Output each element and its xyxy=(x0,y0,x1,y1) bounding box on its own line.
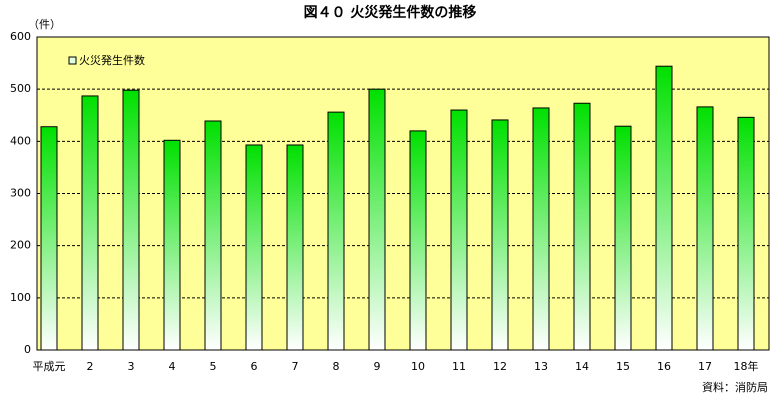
y-tick-label: 400 xyxy=(10,134,31,147)
x-tick-label: 16 xyxy=(657,360,671,373)
bar xyxy=(204,120,222,351)
x-tick-label: 4 xyxy=(169,360,176,373)
bar xyxy=(122,89,140,351)
y-tick-label: 0 xyxy=(24,343,31,356)
x-tick-label: 11 xyxy=(452,360,466,373)
y-tick-label: 100 xyxy=(10,291,31,304)
y-tick-label: 300 xyxy=(10,187,31,200)
bar xyxy=(491,119,509,351)
bar xyxy=(450,109,468,351)
x-tick-label: 5 xyxy=(210,360,217,373)
x-tick-label: 13 xyxy=(534,360,548,373)
bar xyxy=(573,102,591,351)
bar xyxy=(286,144,304,351)
x-tick-label: 7 xyxy=(292,360,299,373)
x-tick-label: 15 xyxy=(616,360,630,373)
bar xyxy=(614,125,632,351)
bar xyxy=(163,139,181,351)
bar xyxy=(737,116,755,351)
bar xyxy=(409,130,427,351)
bar xyxy=(655,65,673,351)
y-tick-label: 500 xyxy=(10,82,31,95)
x-tick-label: 3 xyxy=(128,360,135,373)
x-tick-label: 10 xyxy=(411,360,425,373)
y-tick-label: 600 xyxy=(10,30,31,43)
source-note: 資料：消防局 xyxy=(702,380,768,394)
bar xyxy=(696,106,714,351)
x-tick-label: 2 xyxy=(87,360,94,373)
bar xyxy=(532,107,550,351)
chart-title: 図４０ 火災発生件数の推移 xyxy=(304,4,477,21)
legend-swatch xyxy=(68,56,77,65)
bar xyxy=(40,126,58,351)
x-tick-label: 17 xyxy=(698,360,712,373)
x-tick-label: 9 xyxy=(374,360,381,373)
x-tick-label: 8 xyxy=(333,360,340,373)
bar xyxy=(81,95,99,351)
y-tick-label: 200 xyxy=(10,239,31,252)
y-unit: （件） xyxy=(28,18,61,31)
bar xyxy=(245,144,263,351)
x-tick-label: 18年 xyxy=(734,359,759,373)
legend-label: 火災発生件数 xyxy=(79,53,145,67)
x-tick-label: 12 xyxy=(493,360,507,373)
x-tick-label: 平成元 xyxy=(33,360,66,373)
x-tick-label: 6 xyxy=(251,360,258,373)
bar xyxy=(327,111,345,351)
bar xyxy=(368,88,386,351)
x-tick-label: 14 xyxy=(575,360,589,373)
